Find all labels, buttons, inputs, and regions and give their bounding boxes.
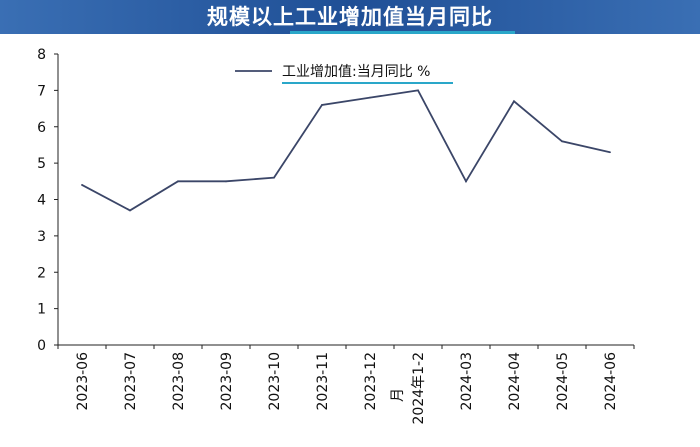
data-point [273,176,275,179]
x-tick-label: 2023-06 [75,352,91,411]
y-tick-label: 1 [37,302,46,318]
title-bar [0,0,700,34]
x-tick-label: 2023-07 [123,352,139,411]
y-tick-label: 4 [37,193,46,209]
x-tick-label: 2024-04 [507,352,523,411]
x-tick-label: 2023-12 [363,352,379,411]
data-point [513,100,515,103]
x-tick-label: 2023-11 [315,352,331,411]
y-tick-label: 2 [37,265,46,281]
x-tick-label: 2023-08 [171,352,187,411]
x-tick-label: 2024-05 [555,352,571,411]
x-tick-label: 2023-09 [219,352,235,411]
y-tick-label: 3 [37,229,46,245]
y-tick-label: 5 [37,156,46,172]
x-tick-label: 2024年1-2 [411,352,427,425]
data-point [465,180,467,183]
legend-label: 工业增加值:当月同比 % [282,64,430,80]
data-point [369,96,371,99]
x-tick-label: 2024-03 [459,352,475,411]
y-tick-label: 6 [37,120,46,136]
data-point [609,151,611,154]
data-point [225,180,227,183]
y-tick-label: 8 [37,47,46,63]
data-point [417,89,419,92]
series-line [81,89,611,212]
x-tick-label: 2023-10 [267,352,283,411]
data-point [129,209,131,212]
data-point [561,140,563,143]
data-point [177,180,179,183]
y-tick-label: 0 [37,338,46,354]
data-point [81,184,83,186]
title-underline [290,31,515,34]
data-point [321,104,323,106]
y-tick-label: 7 [37,83,46,99]
chart-title: 规模以上工业增加值当月同比 [207,5,493,29]
x-tick-label-suffix: 月 [390,388,406,402]
x-tick-label: 2024-06 [603,352,619,411]
